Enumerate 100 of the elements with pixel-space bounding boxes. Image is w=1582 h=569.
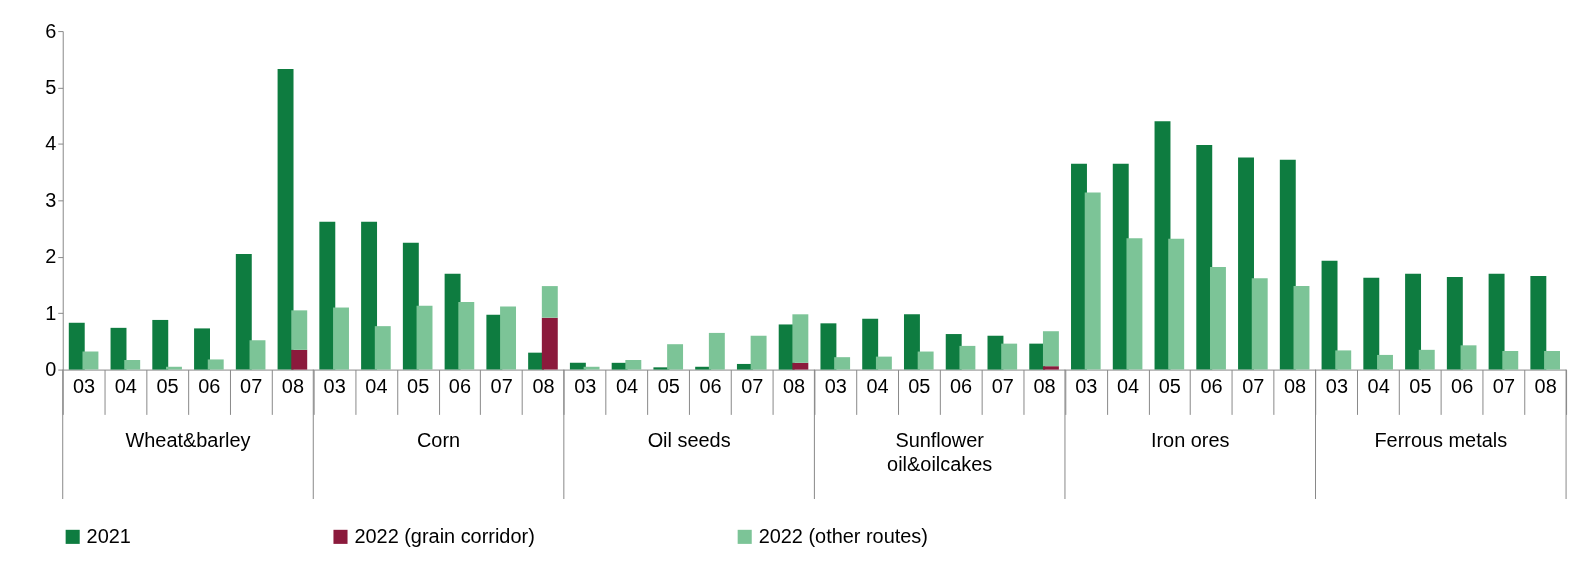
x-tick-label: 08 [1284, 374, 1307, 397]
x-tick-label: 05 [1409, 374, 1432, 397]
bar [1544, 350, 1560, 370]
bar [1446, 277, 1463, 370]
bar [541, 286, 558, 318]
text: Wheat&barley [125, 429, 251, 452]
bar [541, 317, 558, 370]
bar [1405, 273, 1422, 370]
bar [959, 345, 976, 370]
bar [291, 349, 308, 370]
bar [1418, 349, 1435, 370]
bar [82, 351, 99, 370]
bar [319, 221, 336, 370]
x-tick-label: 03 [574, 374, 597, 397]
x-tick-label: 07 [490, 374, 513, 397]
x-tick-label: 04 [615, 374, 639, 397]
text: Ferrous metals [1374, 429, 1508, 452]
bar [625, 360, 642, 370]
x-tick-label: 06 [949, 374, 973, 397]
bar [1251, 278, 1268, 370]
bar [166, 366, 182, 370]
x-tick-label: 07 [741, 374, 764, 397]
x-tick-label: 07 [1242, 374, 1265, 397]
x-tick-label: 06 [1200, 374, 1223, 397]
x-tick-label: 08 [532, 374, 555, 397]
bar [152, 319, 169, 370]
bar [416, 305, 433, 370]
x-tick-label: 03 [1075, 374, 1098, 397]
x-tick-label: 04 [866, 374, 889, 397]
bar [124, 360, 141, 370]
x-tick-label: 04 [114, 374, 137, 397]
bar [569, 362, 586, 370]
x-tick-label: 03 [73, 374, 96, 397]
bar [1363, 277, 1380, 370]
legend-label: 2022 (other routes) [758, 524, 928, 547]
bar [792, 314, 809, 363]
bar [708, 332, 725, 370]
y-tick-label: 1 [45, 301, 57, 324]
bar [291, 310, 308, 350]
bar [361, 221, 378, 370]
x-tick-label: 05 [407, 374, 430, 397]
x-tick-label: 07 [240, 374, 263, 397]
bar [402, 242, 419, 370]
x-tick-label: 07 [1492, 374, 1516, 397]
bar [750, 335, 767, 370]
y-tick-label: 3 [45, 188, 57, 211]
bar [1530, 275, 1547, 370]
y-tick-label: 4 [45, 132, 57, 155]
bar [875, 356, 892, 370]
bar [1001, 343, 1018, 370]
text: Iron ores [1150, 429, 1230, 452]
bar [1293, 286, 1310, 370]
y-tick-label: 5 [45, 75, 57, 98]
x-tick-label: 08 [1033, 374, 1056, 397]
y-tick-label: 2 [45, 245, 57, 268]
x-tick-label: 08 [782, 374, 806, 397]
x-tick-label: 05 [908, 374, 931, 397]
x-tick-label: 06 [198, 374, 221, 397]
bar [1279, 159, 1296, 370]
bar [68, 322, 85, 370]
bar [862, 318, 879, 370]
text: Sunflower oil&oilcakes [887, 429, 993, 476]
bar [500, 306, 517, 370]
x-tick-label: 08 [281, 374, 304, 397]
x-tick-label: 05 [156, 374, 179, 397]
bar [1042, 366, 1059, 370]
x-tick-label: 04 [1367, 374, 1390, 397]
bar [1084, 192, 1101, 370]
text: Corn [416, 429, 461, 452]
bar [1502, 350, 1519, 370]
text: Oil seeds [647, 429, 731, 452]
bar [1238, 157, 1254, 370]
bar [820, 323, 837, 370]
x-tick-label: 06 [1451, 374, 1474, 397]
bar [458, 301, 475, 370]
bar [1335, 350, 1352, 370]
y-tick-label: 0 [45, 358, 57, 381]
bar [249, 340, 266, 370]
bar [583, 366, 600, 370]
bar [194, 328, 210, 370]
bar [792, 362, 809, 370]
legend-label: 2022 (grain corridor) [354, 524, 535, 547]
bar [110, 327, 127, 370]
x-tick-label: 08 [1534, 374, 1557, 397]
x-tick-label: 04 [1117, 374, 1140, 397]
legend-label: 2021 [86, 524, 131, 547]
x-tick-label: 03 [1325, 374, 1348, 397]
bar [1209, 266, 1226, 370]
x-tick-label: 05 [657, 374, 680, 397]
bar [207, 359, 224, 370]
bar [333, 307, 349, 370]
bar [1321, 260, 1338, 370]
y-tick-label: 6 [45, 19, 57, 42]
x-tick-label: 05 [1158, 374, 1181, 397]
bar [1168, 238, 1185, 370]
bar [903, 314, 920, 370]
bar [1377, 354, 1393, 370]
bar [235, 253, 252, 370]
bar [1126, 238, 1143, 370]
bar [1488, 273, 1505, 370]
